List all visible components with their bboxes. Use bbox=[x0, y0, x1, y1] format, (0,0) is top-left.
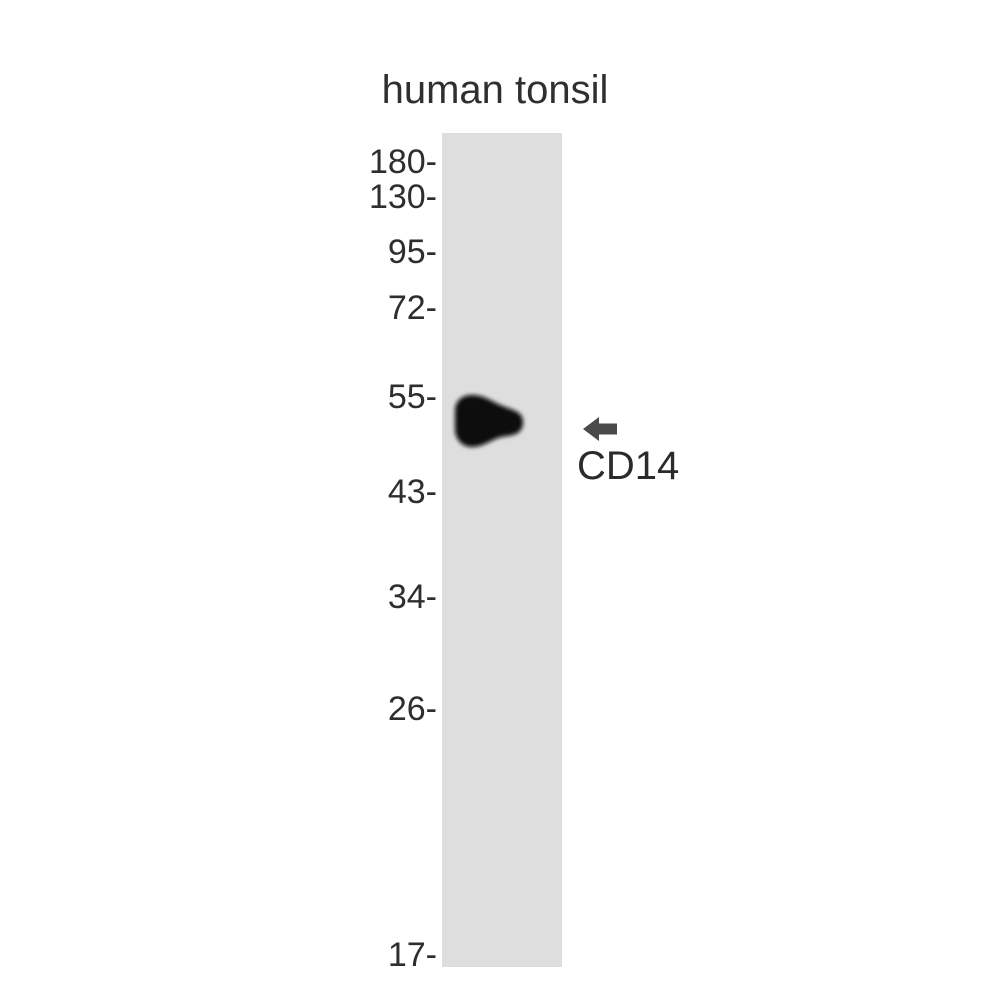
mw-marker-180: 180- bbox=[368, 143, 437, 181]
mw-marker-43: 43- bbox=[387, 473, 437, 511]
arrow-left-shape bbox=[583, 417, 617, 441]
mw-marker-55: 55- bbox=[387, 378, 437, 416]
mw-marker-72: 72- bbox=[387, 289, 437, 327]
mw-marker-95: 95- bbox=[387, 233, 437, 271]
mw-marker-34: 34- bbox=[387, 578, 437, 616]
mw-marker-17: 17- bbox=[387, 936, 437, 974]
mw-marker-130: 130- bbox=[368, 178, 437, 216]
band-target-label: CD14 bbox=[577, 444, 680, 488]
lane-title: human tonsil bbox=[381, 68, 609, 112]
protein-band bbox=[455, 395, 523, 447]
mw-marker-26: 26- bbox=[387, 690, 437, 728]
gel-lane bbox=[442, 133, 562, 967]
band-shape bbox=[455, 395, 523, 447]
arrow-left-icon bbox=[583, 417, 617, 441]
